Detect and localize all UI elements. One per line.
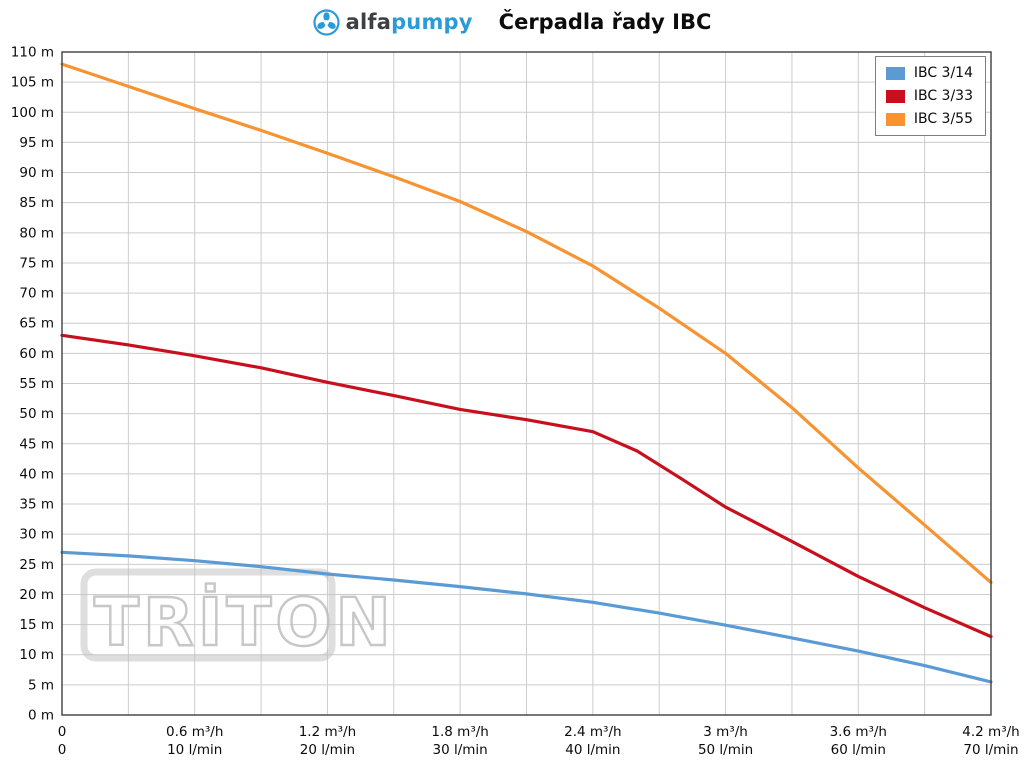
brand-alfa: alfa [345,10,392,34]
plot-border [61,51,992,716]
y-tick-label: 85 m [19,195,54,211]
y-tick-label: 70 m [19,286,54,302]
y-tick-label: 30 m [19,527,54,543]
x-tick-label: 4.2 m³/h 70 l/min [962,724,1019,758]
y-tick-label: 15 m [19,617,54,633]
y-tick-label: 35 m [19,497,54,513]
curve-ibc-3-14 [60,550,993,684]
y-tick-label: 0 m [28,708,54,724]
curve-ibc-3-55 [60,62,993,585]
x-tick-label: 2.4 m³/h 40 l/min [564,724,621,758]
y-tick-label: 60 m [19,346,54,362]
y-tick-label: 10 m [19,647,54,663]
legend-swatch [885,66,905,80]
y-tick-label: 20 m [19,587,54,603]
curve-ibc-3-33 [60,333,993,639]
alfapumpy-brand: alfapumpy [312,8,473,36]
y-tick-label: 95 m [19,135,54,151]
y-tick-label: 90 m [19,165,54,181]
page-title: Čerpadla řady IBC [498,10,712,34]
y-tick-label: 25 m [19,557,54,573]
legend-item: IBC 3/33 [885,88,973,104]
watermark-text: TRİTON [94,584,395,661]
x-tick-label: 1.8 m³/h 30 l/min [431,724,488,758]
legend-label: IBC 3/55 [913,111,973,127]
pump-performance-chart: TRİTON 0 m 5 m 10 m 15 m 20 m 25 m 30 m 35 m 40 m… [11,45,1020,759]
chart-legend: IBC 3/14 IBC 3/33 IBC 3/55 [874,56,986,136]
y-tick-label: 105 m [11,75,54,91]
y-tick-label: 55 m [19,376,54,392]
x-tick-label: 3.6 m³/h 60 l/min [830,724,887,758]
y-tick-label: 75 m [19,255,54,271]
brand-text: alfapumpy [346,10,473,34]
legend-swatch [885,112,905,126]
y-tick-label: 65 m [19,316,54,332]
x-tick-label: 3 m³/h 50 l/min [698,724,753,758]
y-tick-label: 40 m [19,466,54,482]
y-tick-label: 80 m [19,225,54,241]
legend-item: IBC 3/55 [885,111,973,127]
legend-label: IBC 3/33 [913,88,973,104]
watermark-box [80,568,336,662]
legend-swatch [885,89,905,103]
brand-pumpy: pumpy [391,10,473,34]
y-tick-label: 100 m [11,105,54,121]
legend-label: IBC 3/14 [913,65,973,81]
fan-logo-icon [312,8,340,36]
y-tick-label: 45 m [19,436,54,452]
x-tick-label: 0.6 m³/h 10 l/min [166,724,223,758]
y-tick-label: 110 m [11,45,54,61]
legend-item: IBC 3/14 [885,65,973,81]
x-tick-label: 1.2 m³/h 20 l/min [299,724,356,758]
y-tick-label: 50 m [19,406,54,422]
y-tick-label: 5 m [28,677,54,693]
header: alfapumpy Čerpadla řady IBC [0,0,1024,44]
